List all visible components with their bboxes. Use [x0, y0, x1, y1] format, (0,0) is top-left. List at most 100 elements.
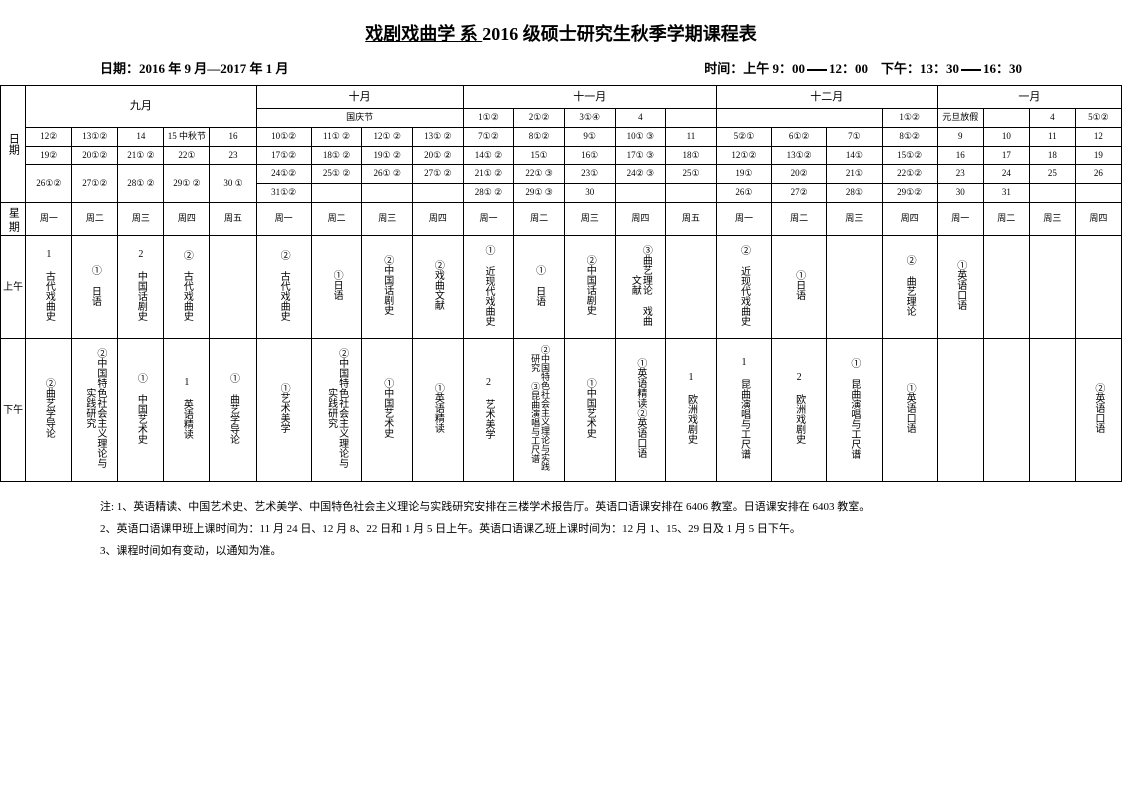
course: ②中国特色社会主义理论与实践研究 ③昆曲演唱与工尺谱 [514, 339, 565, 482]
course: 2 艺术美学 [463, 339, 514, 482]
month-sep: 九月 [26, 86, 256, 128]
weekday: 周一 [937, 202, 983, 236]
weekday: 周二 [514, 202, 565, 236]
course: ①艺术美学 [256, 339, 311, 482]
sub-dec-1: 1①② [882, 109, 937, 128]
date: 31 [983, 184, 1029, 203]
sub-nov-4: 4 [615, 109, 666, 128]
date: 27①② [72, 165, 118, 202]
date: 8①② [882, 127, 937, 146]
course [827, 236, 882, 339]
date: 17① ③ [615, 146, 666, 165]
weekday: 周五 [210, 202, 256, 236]
date: 7①② [463, 127, 514, 146]
date: 14① [827, 146, 882, 165]
date: 17 [983, 146, 1029, 165]
date: 26 [1075, 165, 1121, 184]
date: 27① ② [413, 165, 464, 184]
date: 19① ② [362, 146, 413, 165]
date: 12② [26, 127, 72, 146]
date: 7① [827, 127, 882, 146]
sub-nov-1: 1①② [463, 109, 514, 128]
date-range: 日期：2016 年 9 月—2017 年 1 月 [100, 58, 289, 77]
date: 16 [937, 146, 983, 165]
date: 22① ③ [514, 165, 565, 184]
course [937, 339, 983, 482]
date: 18① [666, 146, 717, 165]
date: 29① ② [164, 165, 210, 202]
course: ③曲艺理论 戏曲文献 [615, 236, 666, 339]
weekday: 周四 [615, 202, 666, 236]
course: ①日语 [311, 236, 362, 339]
month-nov: 十一月 [463, 86, 716, 109]
date: 18① ② [311, 146, 362, 165]
weekday: 周四 [413, 202, 464, 236]
date: 13①② [772, 146, 827, 165]
course: ① 日语 [72, 236, 118, 339]
date: 19 [1075, 146, 1121, 165]
course: ② 近现代戏曲史 [716, 236, 771, 339]
course [1029, 339, 1075, 482]
title-suffix: 2016 级硕士研究生秋季学期课程表 [482, 24, 757, 44]
course [1075, 236, 1121, 339]
course: ① 昆曲演唱与工尺谱 [827, 339, 882, 482]
date: 9 [937, 127, 983, 146]
course: ① 近现代戏曲史 [463, 236, 514, 339]
course: ①英语精读②英语口语 [615, 339, 666, 482]
sub-jan-4: 4 [1029, 109, 1075, 128]
weekday: 周四 [1075, 202, 1121, 236]
date: 30 ① [210, 165, 256, 202]
date: 24② ③ [615, 165, 666, 184]
course: ②中国话剧史 [564, 236, 615, 339]
course: ①英语口语 [937, 236, 983, 339]
course: 1 昆曲演唱与工尺谱 [716, 339, 771, 482]
course: ①日语 [772, 236, 827, 339]
weekday: 周一 [716, 202, 771, 236]
notes: 注: 1、英语精读、中国艺术史、艺术美学、中国特色社会主义理论与实践研究安排在三… [0, 482, 1122, 562]
note-3: 3、课程时间如有变动，以通知为准。 [100, 540, 1022, 562]
date [311, 184, 362, 203]
date: 25① [666, 165, 717, 184]
date [1075, 184, 1121, 203]
weekday: 周五 [666, 202, 717, 236]
date: 12①② [716, 146, 771, 165]
weekday: 周二 [772, 202, 827, 236]
sub-nov-2: 2①② [514, 109, 565, 128]
course: ② 古代戏曲史 [164, 236, 210, 339]
side-date: 日期 [1, 86, 26, 203]
month-dec: 十二月 [716, 86, 937, 109]
sub-gqj: 国庆节 [256, 109, 463, 128]
date: 21① [827, 165, 882, 184]
date: 29① ③ [514, 184, 565, 203]
weekday: 周三 [1029, 202, 1075, 236]
course: 1 英语精读 [164, 339, 210, 482]
note-2: 2、英语口语课甲班上课时间为：11 月 24 日、12 月 8、22 日和 1 … [100, 518, 1022, 540]
course: ①英语口语 [882, 339, 937, 482]
date: 21① ② [118, 146, 164, 165]
weekday: 周四 [164, 202, 210, 236]
sub-jan-yd: 元旦放假 [937, 109, 983, 128]
date: 15 中秋节 [164, 127, 210, 146]
date [362, 184, 413, 203]
date: 17①② [256, 146, 311, 165]
date: 16 [210, 127, 256, 146]
date: 11 [1029, 127, 1075, 146]
date: 24①② [256, 165, 311, 184]
date: 31①② [256, 184, 311, 203]
date: 14① ② [463, 146, 514, 165]
date: 12① ② [362, 127, 413, 146]
date: 13① ② [413, 127, 464, 146]
date: 18 [1029, 146, 1075, 165]
date: 26①② [26, 165, 72, 202]
date: 26① ② [362, 165, 413, 184]
course: 2 欧洲戏剧史 [772, 339, 827, 482]
course [210, 236, 256, 339]
date: 22①② [882, 165, 937, 184]
date: 30 [564, 184, 615, 203]
date: 30 [937, 184, 983, 203]
date: 21① ② [463, 165, 514, 184]
course: ①中国艺术史 [362, 339, 413, 482]
weekday: 周二 [311, 202, 362, 236]
date: 12 [1075, 127, 1121, 146]
weekday: 周三 [118, 202, 164, 236]
